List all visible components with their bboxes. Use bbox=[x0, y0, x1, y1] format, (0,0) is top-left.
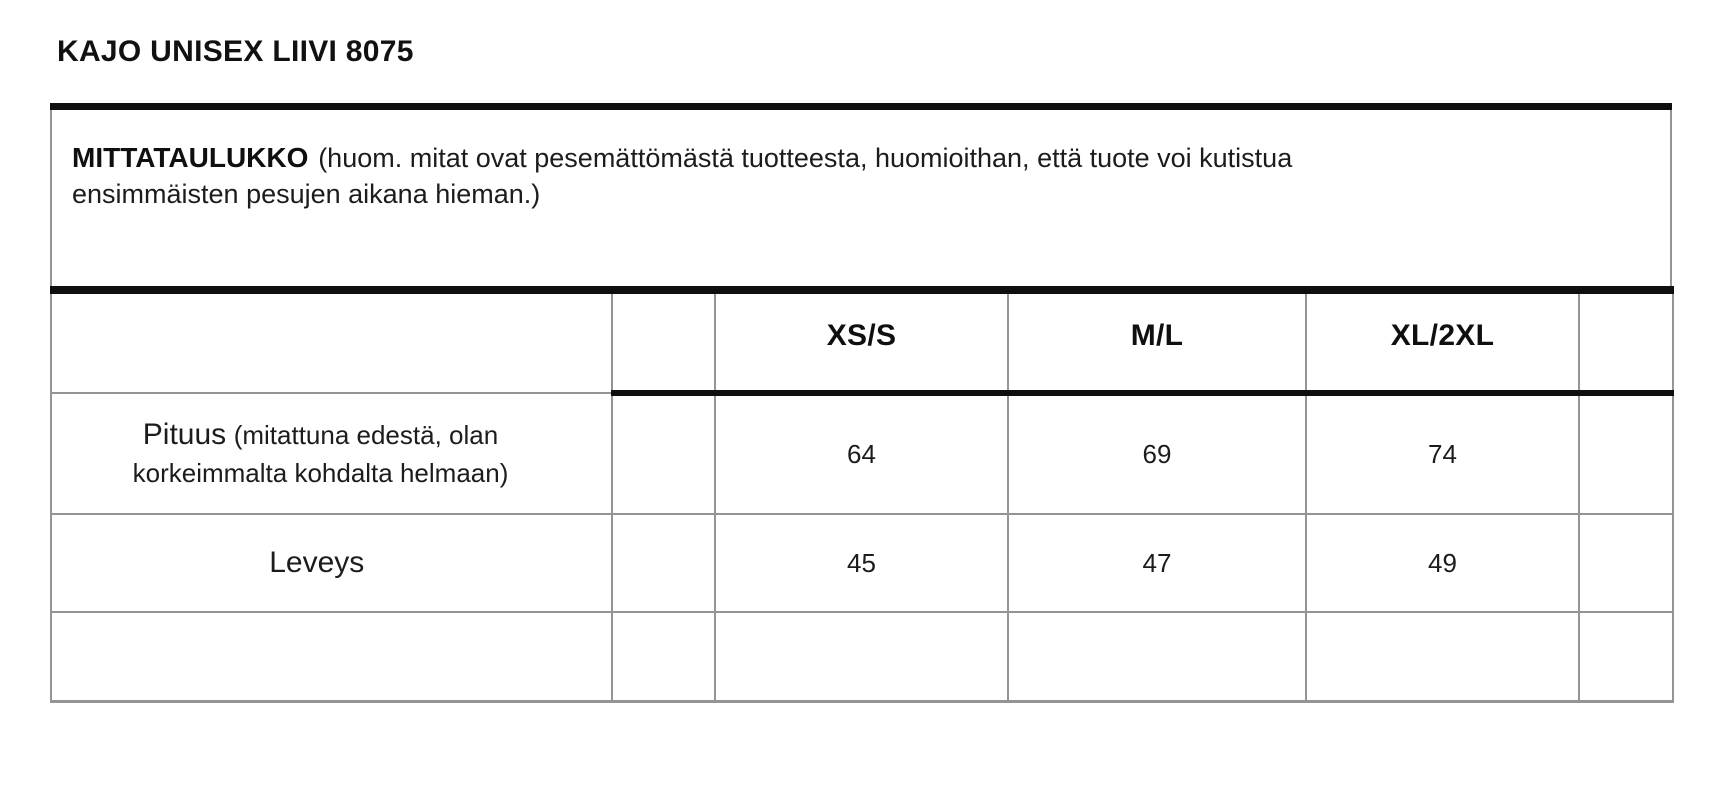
table-row-empty bbox=[50, 611, 1674, 702]
right-spacer-cell bbox=[1578, 611, 1674, 702]
spacer-cell bbox=[611, 513, 716, 613]
row-label: Leveys bbox=[269, 546, 365, 579]
table-row-leveys: Leveys 45 47 49 bbox=[50, 513, 1674, 613]
row-label-detail: (mitattuna edestä, olan korkeimmalta koh… bbox=[132, 419, 509, 488]
row-label-cell: Pituus (mitattuna edestä, olan korkeimmal… bbox=[50, 392, 613, 515]
row-label: Pituus bbox=[142, 417, 227, 451]
size-col-header-m-l: M/L bbox=[1007, 289, 1307, 396]
measurement-value bbox=[1007, 611, 1307, 702]
size-table: XS/S M/L XL/2XL Pituus (mitattuna edestä,… bbox=[50, 286, 1674, 703]
measurement-value: 74 bbox=[1305, 392, 1580, 515]
size-chart-section: MITTATAULUKKO (huom. mitat ovat pesemättö… bbox=[50, 103, 1674, 703]
measurement-value: 45 bbox=[714, 513, 1009, 613]
header-right-spacer-cell bbox=[1578, 289, 1674, 396]
table-row-pituus: Pituus (mitattuna edestä, olan korkeimmal… bbox=[50, 392, 1674, 515]
size-col-header-xl-2xl: XL/2XL bbox=[1305, 289, 1580, 396]
spacer-cell bbox=[611, 611, 716, 702]
note-text-line1: (huom. mitat ovat pesemättömästä tuottee… bbox=[318, 143, 1293, 173]
page-title: KAJO UNISEX LIIVI 8075 bbox=[57, 35, 414, 68]
measurement-note: MITTATAULUKKO (huom. mitat ovat pesemättö… bbox=[50, 110, 1672, 286]
note-heading: MITTATAULUKKO bbox=[72, 142, 309, 173]
row-label-cell: Leveys bbox=[50, 513, 613, 613]
header-label-spacer-cell bbox=[50, 289, 613, 394]
spacer-cell bbox=[611, 392, 716, 515]
row-label-cell bbox=[50, 611, 613, 702]
note-text-line2: ensimmäisten pesujen aikana hieman.) bbox=[72, 179, 541, 209]
measurement-value: 64 bbox=[714, 392, 1009, 515]
header-spacer-cell bbox=[611, 289, 716, 396]
measurement-value: 69 bbox=[1007, 392, 1307, 515]
measurement-value: 47 bbox=[1007, 513, 1307, 613]
measurement-value bbox=[1305, 611, 1580, 702]
right-spacer-cell bbox=[1578, 392, 1674, 515]
size-header-row: XS/S M/L XL/2XL bbox=[50, 289, 1674, 396]
right-spacer-cell bbox=[1578, 513, 1674, 613]
size-col-header-xs-s: XS/S bbox=[714, 289, 1009, 396]
measurement-value bbox=[714, 611, 1009, 702]
measurement-value: 49 bbox=[1305, 513, 1580, 613]
